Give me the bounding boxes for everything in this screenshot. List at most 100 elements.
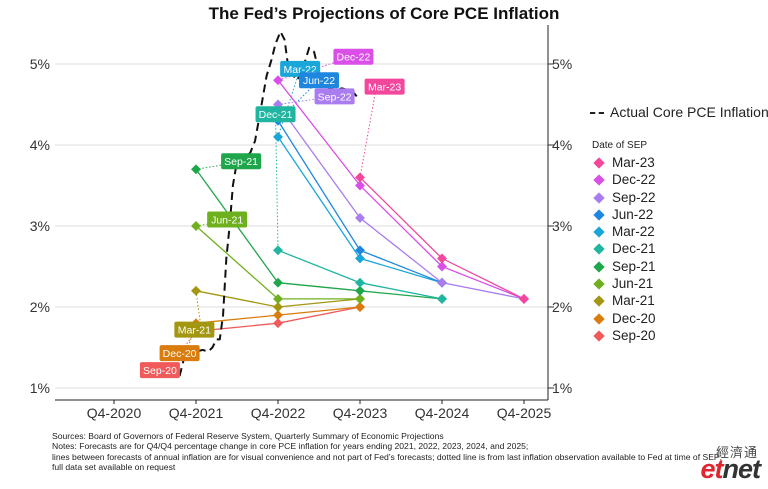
- legend-label-sep-21: Sep-21: [612, 258, 656, 274]
- data-point-mar-23: [519, 293, 529, 304]
- data-point-dec-21: [355, 277, 365, 288]
- etnet-logo: 經濟通 etnet: [684, 442, 764, 486]
- x-tick-label: Q4-2022: [251, 405, 306, 421]
- series-label-box-jun-21: [207, 211, 248, 228]
- dotted-connector-sep-22: [277, 95, 335, 105]
- legend-label-sep-22: Sep-22: [612, 189, 656, 205]
- series-label-box-sep-21: [221, 153, 262, 170]
- dashed-line-swatch: [590, 112, 604, 115]
- series-label-box-sep-20: [139, 362, 180, 379]
- legend-marker-mar-22: [593, 226, 605, 238]
- data-point-sep-22: [355, 212, 365, 223]
- series-line-dec-22: [277, 79, 525, 300]
- series-label-sep-22: Sep-22: [318, 91, 352, 103]
- series-label-box-dec-21: [255, 106, 296, 123]
- series-label-jun-22: Jun-22: [303, 75, 335, 87]
- series-label-box-sep-22: [314, 88, 355, 105]
- legend-label-dec-21: Dec-21: [612, 241, 656, 257]
- legend-marker-sep-21: [593, 261, 605, 273]
- series-label-jun-21: Jun-21: [211, 215, 243, 227]
- data-point-jun-21: [273, 293, 283, 304]
- dotted-connector-mar-23: [359, 86, 377, 178]
- legend-label-sep-20: Sep-20: [612, 327, 656, 343]
- x-tick-label: Q4-2024: [415, 405, 470, 421]
- series-line-sep-22: [277, 104, 525, 300]
- notes-line-1: Notes: Forecasts are for Q4/Q4 percentag…: [52, 441, 529, 452]
- data-point-jun-21: [191, 221, 201, 231]
- data-point-mar-21: [191, 285, 201, 296]
- x-tick-label: Q4-2025: [497, 405, 552, 421]
- data-point-sep-21: [273, 277, 283, 288]
- legend-item-mar-23: Mar-23: [592, 154, 656, 171]
- y-tick-label-left: 1%: [30, 380, 50, 396]
- legend-item-dec-21: Dec-21: [592, 240, 656, 257]
- data-point-mar-21: [273, 302, 283, 312]
- y-tick-label-right: 5%: [552, 56, 572, 72]
- legend-label-mar-21: Mar-21: [612, 293, 655, 309]
- logo-wordmark: etnet: [700, 454, 761, 485]
- chart-title: The Fed’s Projections of Core PCE Inflat…: [208, 4, 560, 23]
- legend-item-mar-21: Mar-21: [592, 292, 656, 309]
- legend-actual: Actual Core PCE Inflation: [590, 104, 768, 120]
- series-label-dec-22: Dec-22: [337, 52, 371, 64]
- legend-label-dec-22: Dec-22: [612, 172, 656, 188]
- legend-marker-jun-21: [593, 278, 605, 290]
- series-label-box-mar-21: [174, 321, 215, 338]
- legend-marker-mar-23: [593, 157, 605, 169]
- data-point-jun-21: [355, 293, 365, 304]
- series-label-mar-21: Mar-21: [178, 325, 211, 337]
- data-point-jun-22: [355, 245, 365, 256]
- x-tick-label: Q4-2023: [333, 405, 388, 421]
- series-label-mar-23: Mar-23: [368, 82, 401, 94]
- logo-chinese-text: 經濟通: [715, 445, 758, 460]
- legend-item-mar-22: Mar-22: [592, 223, 656, 240]
- dotted-connector-dec-21: [275, 114, 279, 251]
- legend-marker-mar-21: [593, 295, 605, 307]
- data-point-dec-22: [355, 180, 365, 191]
- dotted-connector-jun-22: [277, 79, 320, 122]
- data-point-dec-22: [437, 261, 447, 272]
- y-tick-label-left: 5%: [30, 56, 50, 72]
- data-point-mar-23: [437, 253, 447, 264]
- legend-label-dec-20: Dec-20: [612, 310, 656, 326]
- legend-label-mar-23: Mar-23: [612, 155, 655, 170]
- legend-marker-dec-22: [593, 174, 605, 186]
- series-label-dec-20: Dec-20: [163, 348, 197, 360]
- data-point-mar-22: [273, 131, 283, 142]
- legend-item-sep-21: Sep-21: [592, 258, 656, 275]
- legend-item-sep-20: Sep-20: [592, 327, 656, 344]
- data-point-sep-21: [355, 285, 365, 296]
- notes-line-3: full data set available on request: [52, 462, 176, 473]
- series-line-sep-21: [195, 168, 443, 300]
- legend-label-jun-21: Jun-21: [612, 276, 654, 292]
- logo-et: et: [700, 454, 723, 484]
- notes: Sources: Board of Governors of Federal R…: [52, 431, 722, 473]
- y-tick-label-left: 4%: [30, 137, 50, 153]
- legend-marker-jun-22: [593, 209, 605, 221]
- data-point-mar-22: [355, 253, 365, 264]
- x-tick-label: Q4-2020: [87, 405, 142, 421]
- data-point-mar-23: [355, 172, 365, 183]
- legend-label-mar-22: Mar-22: [612, 224, 655, 240]
- chart-plot: 1% 1% 2% 2% 3% 3% 4% 4% 5% 5% Q4-2020 Q4-2021 Q4-202…: [30, 25, 572, 421]
- series-label-sep-21: Sep-21: [224, 156, 258, 168]
- dotted-connector-mar-21: [195, 290, 202, 328]
- data-point-sep-22: [437, 277, 447, 288]
- legend-marker-dec-21: [593, 243, 605, 256]
- data-point-sep-21: [191, 164, 201, 175]
- y-tick-label-right: 2%: [552, 299, 572, 315]
- y-tick-label-left: 2%: [30, 299, 50, 315]
- y-tick-label-right: 3%: [552, 218, 572, 234]
- logo-net: net: [722, 454, 761, 484]
- legend-item-sep-22: Sep-22: [592, 189, 656, 206]
- series-label-sep-20: Sep-20: [143, 365, 177, 377]
- legend-item-jun-22: Jun-22: [592, 206, 656, 223]
- y-tick-label-left: 3%: [30, 218, 50, 234]
- data-point-dec-21: [437, 293, 447, 304]
- legend-actual-label: Actual Core PCE Inflation: [610, 104, 768, 120]
- data-point-dec-21: [273, 245, 283, 256]
- series-label-box-mar-23: [364, 78, 405, 95]
- series-label-box-dec-20: [159, 345, 200, 362]
- y-tick-label-right: 4%: [552, 137, 572, 153]
- legend-title: Date of SEP: [592, 140, 648, 151]
